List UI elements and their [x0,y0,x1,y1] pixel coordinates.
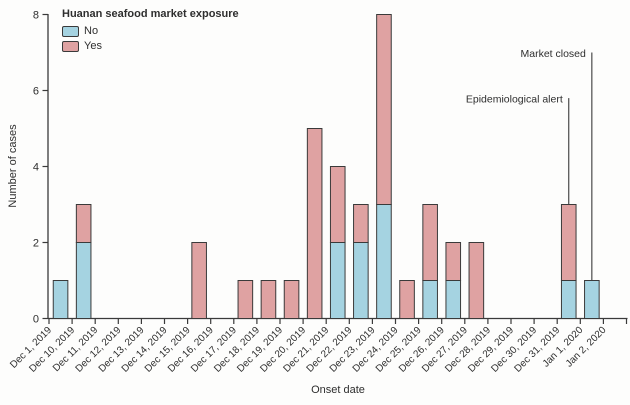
bar-segment-no [329,242,346,319]
bar-segment-no [560,280,577,319]
legend-swatch-no-icon [62,26,79,37]
bar-segment-yes [445,242,462,281]
y-tick-label: 6 [33,85,39,97]
bar-segment-yes [237,280,254,319]
legend-title: Huanan seafood market exposure [62,8,239,20]
annotation-label: Market closed [520,48,586,60]
y-axis-title: Number of cases [7,124,19,208]
y-tick-label: 8 [33,9,39,21]
legend-item-no: No [62,24,239,39]
x-axis-title: Onset date [311,384,365,396]
bar-segment-no [445,280,462,319]
y-tick-label: 0 [33,313,39,325]
bar-segment-no [584,280,600,319]
legend: Huanan seafood market exposure No Yes [62,7,239,54]
legend-item-yes: Yes [62,39,239,54]
bar-segment-yes [422,204,438,281]
annotation-label: Epidemiological alert [466,94,563,106]
y-tick-label: 2 [33,237,39,249]
bar-segment-yes [260,280,277,319]
bar-segment-no [376,204,392,319]
bar-segment-yes [353,204,369,243]
legend-swatch-yes-icon [62,41,79,52]
bar-segment-yes [191,242,207,319]
bar-segment-yes [560,204,577,281]
bar-segment-no [422,280,438,319]
bar-segment-no [75,242,92,319]
bar-segment-yes [75,204,92,243]
bar-segment-no [353,242,369,319]
bar-segment-yes [376,14,392,205]
bar-segment-no [52,280,69,319]
y-tick-label: 4 [33,161,39,173]
legend-label-no: No [84,25,99,37]
bar-segment-yes [329,166,346,243]
bar-segment-yes [399,280,415,319]
legend-label-yes: Yes [84,40,102,52]
bar-segment-yes [306,128,323,319]
bar-segment-yes [283,280,300,319]
bar-segment-yes [468,242,485,319]
